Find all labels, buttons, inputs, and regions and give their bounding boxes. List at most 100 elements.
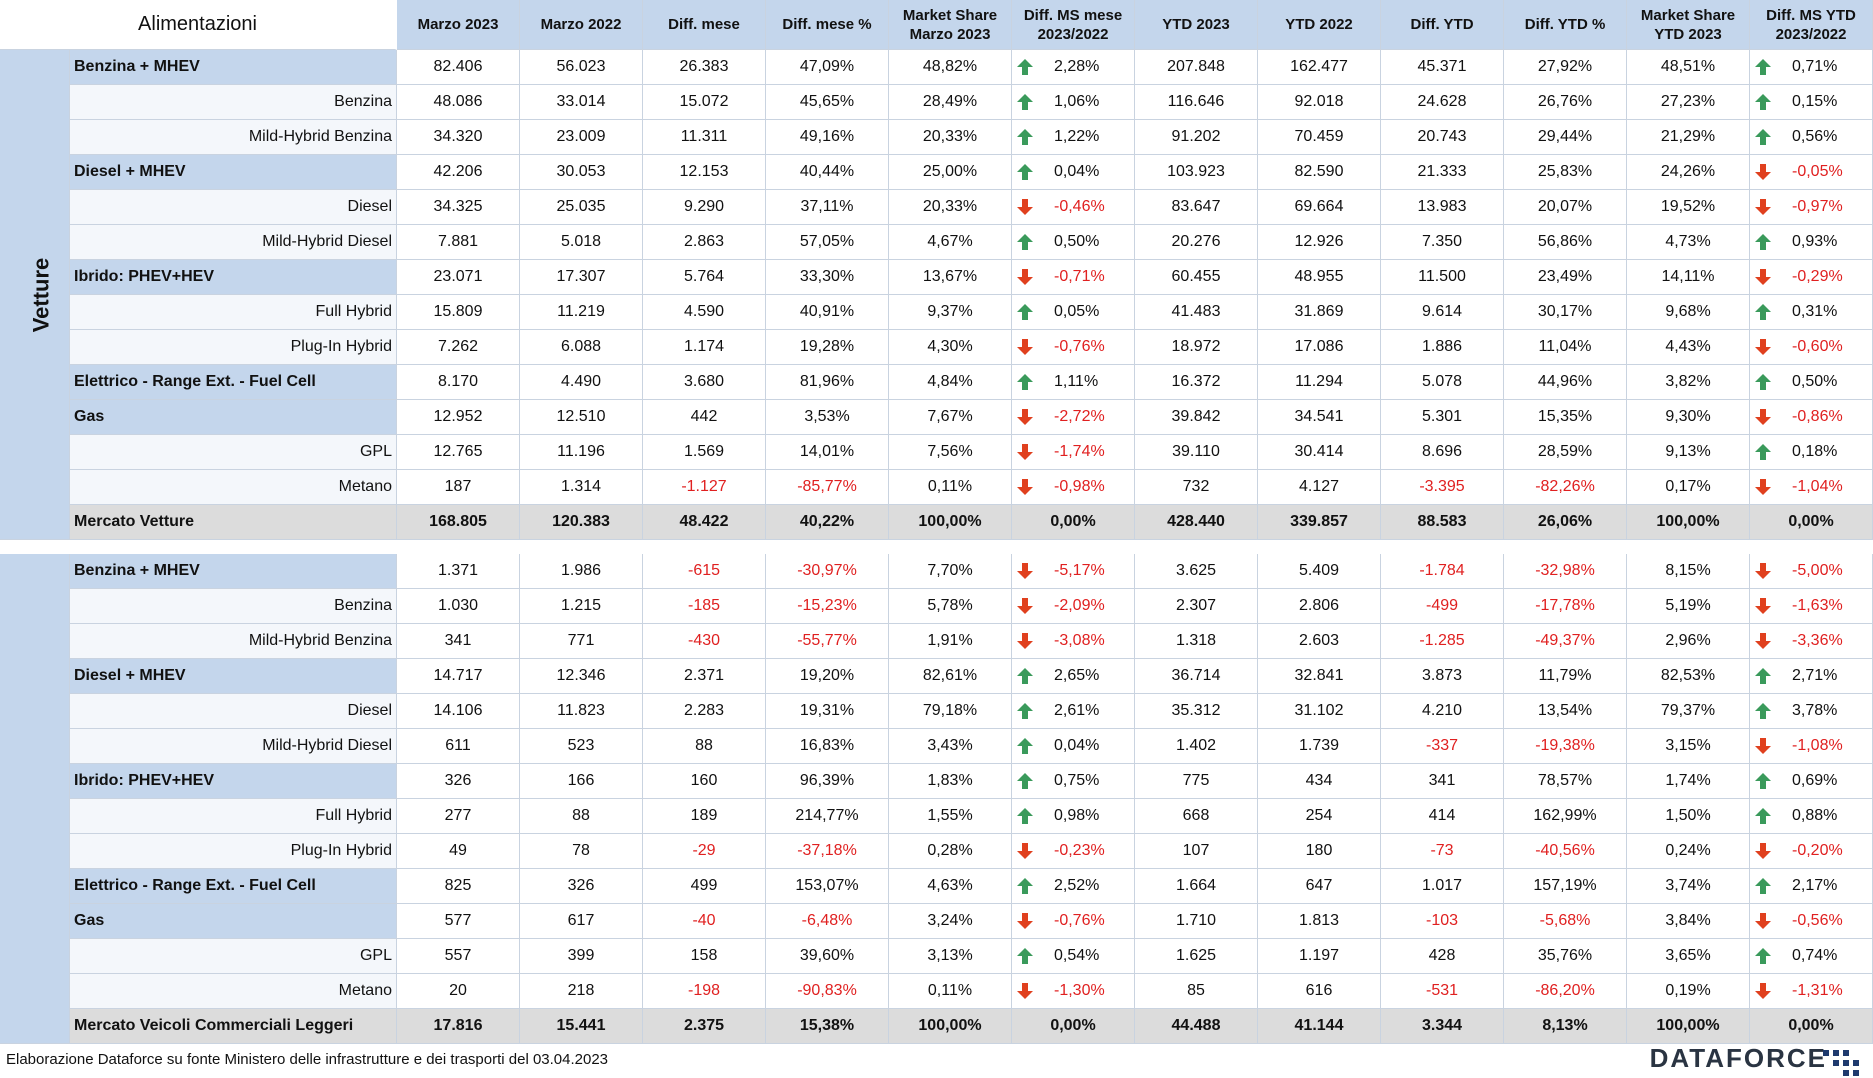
row-label: Diesel + MHEV xyxy=(70,659,397,694)
column-header-line: YTD 2022 xyxy=(1285,16,1353,33)
value-cell: 523 xyxy=(520,729,643,764)
ms-diff-value: 0,50% xyxy=(1792,373,1838,391)
value-cell: 12.153 xyxy=(643,155,766,190)
value-cell: 7,67% xyxy=(889,400,1012,435)
value-cell: 8,13% xyxy=(1504,1009,1627,1044)
value-cell: 82.406 xyxy=(397,50,520,85)
value-cell: 1.017 xyxy=(1381,869,1504,904)
column-header: Diff. mese % xyxy=(766,0,890,50)
value-cell: 825 xyxy=(397,869,520,904)
ms-diff-value: 0,31% xyxy=(1792,303,1838,321)
arrow-down-icon xyxy=(1754,338,1772,356)
value-cell: 3,74% xyxy=(1627,869,1750,904)
value-cell: 15,38% xyxy=(766,1009,889,1044)
value-cell: -1.285 xyxy=(1381,624,1504,659)
value-cell: -337 xyxy=(1381,729,1504,764)
column-header-line: 2023/2022 xyxy=(1037,25,1109,43)
value-cell: 100,00% xyxy=(889,1009,1012,1044)
arrow-down-icon xyxy=(1016,632,1034,650)
ms-diff-cell: -5,17% xyxy=(1012,554,1135,589)
value-cell: 1,91% xyxy=(889,624,1012,659)
value-cell: 341 xyxy=(1381,764,1504,799)
value-cell: 11,79% xyxy=(1504,659,1627,694)
ms-diff-value: 0,54% xyxy=(1054,947,1100,965)
ms-diff-value: 0,88% xyxy=(1792,807,1838,825)
value-cell: 15,35% xyxy=(1504,400,1627,435)
value-cell: 214,77% xyxy=(766,799,889,834)
value-cell: 775 xyxy=(1135,764,1258,799)
ms-diff-cell: -0,23% xyxy=(1012,834,1135,869)
value-cell: 207.848 xyxy=(1135,50,1258,85)
value-cell: 41.144 xyxy=(1258,1009,1381,1044)
value-cell: 91.202 xyxy=(1135,120,1258,155)
ms-diff-cell: 0,69% xyxy=(1750,764,1873,799)
value-cell: 7.881 xyxy=(397,225,520,260)
value-cell: 92.018 xyxy=(1258,85,1381,120)
value-cell: 499 xyxy=(643,869,766,904)
column-header: YTD 2022 xyxy=(1258,0,1382,50)
ms-diff-cell: 0,00% xyxy=(1750,505,1873,540)
value-cell: -1.784 xyxy=(1381,554,1504,589)
group-row: Ibrido: PHEV+HEV 23.071 17.307 5.764 33,30% 1… xyxy=(0,260,1873,295)
row-label: Benzina xyxy=(70,85,397,120)
value-cell: 3.625 xyxy=(1135,554,1258,589)
header-table: Alimentazioni Marzo 2023 Marzo 2022 Diff. m… xyxy=(0,0,1873,50)
value-cell: 34.325 xyxy=(397,190,520,225)
value-cell: 611 xyxy=(397,729,520,764)
value-cell: 5,78% xyxy=(889,589,1012,624)
ms-diff-value: 1,22% xyxy=(1054,128,1100,146)
section-label: Vetture xyxy=(0,50,70,540)
value-cell: 48.422 xyxy=(643,505,766,540)
arrow-up-icon xyxy=(1754,303,1772,321)
value-cell: 17.086 xyxy=(1258,330,1381,365)
arrow-up-icon xyxy=(1016,807,1034,825)
ms-diff-cell: -0,76% xyxy=(1012,904,1135,939)
ms-diff-value: -0,56% xyxy=(1792,912,1843,930)
row-label: Gas xyxy=(70,904,397,939)
value-cell: 27,92% xyxy=(1504,50,1627,85)
ms-diff-cell: 2,28% xyxy=(1012,50,1135,85)
value-cell: 2.863 xyxy=(643,225,766,260)
ms-diff-value: 0,75% xyxy=(1054,772,1100,790)
value-cell: 35,76% xyxy=(1504,939,1627,974)
arrow-down-icon xyxy=(1016,562,1034,580)
value-cell: 31.102 xyxy=(1258,694,1381,729)
ms-diff-cell: -0,86% xyxy=(1750,400,1873,435)
value-cell: 1.625 xyxy=(1135,939,1258,974)
value-cell: -15,23% xyxy=(766,589,889,624)
ms-diff-cell: -1,04% xyxy=(1750,470,1873,505)
ms-diff-cell: -5,00% xyxy=(1750,554,1873,589)
row-label: Diesel + MHEV xyxy=(70,155,397,190)
group-row: Gas 577 617 -40 -6,48% 3,24% -0,76% 1.710 1.813-… xyxy=(0,904,1873,939)
value-cell: 0,11% xyxy=(889,974,1012,1009)
value-cell: 88.583 xyxy=(1381,505,1504,540)
column-header: Diff. mese xyxy=(643,0,767,50)
ms-diff-cell: 3,78% xyxy=(1750,694,1873,729)
value-cell: 11.823 xyxy=(520,694,643,729)
value-cell: 153,07% xyxy=(766,869,889,904)
value-cell: 83.647 xyxy=(1135,190,1258,225)
value-cell: 25.035 xyxy=(520,190,643,225)
column-header-line: Diff. YTD xyxy=(1410,16,1474,33)
ms-diff-value: 1,06% xyxy=(1054,93,1100,111)
value-cell: 3.344 xyxy=(1381,1009,1504,1044)
value-cell: -32,98% xyxy=(1504,554,1627,589)
ms-diff-value: 1,11% xyxy=(1054,373,1099,391)
value-cell: 647 xyxy=(1258,869,1381,904)
ms-diff-cell: -1,63% xyxy=(1750,589,1873,624)
arrow-up-icon xyxy=(1754,807,1772,825)
value-cell: 116.646 xyxy=(1135,85,1258,120)
arrow-up-icon xyxy=(1016,373,1034,391)
value-cell: 732 xyxy=(1135,470,1258,505)
arrow-down-icon xyxy=(1016,198,1034,216)
value-cell: 414 xyxy=(1381,799,1504,834)
group-row: Vetture Benzina + MHEV 82.406 56.023 26.383 4… xyxy=(0,50,1873,540)
value-cell: 434 xyxy=(1258,764,1381,799)
sub-row: GPL 12.765 11.196 1.569 14,01% 7,56% -1,74% 39.… xyxy=(0,435,1873,470)
column-header: Diff. YTD xyxy=(1381,0,1505,50)
value-cell: 9.614 xyxy=(1381,295,1504,330)
source-note: Elaborazione Dataforce su fonte Minister… xyxy=(6,1051,609,1068)
ms-diff-value: 0,93% xyxy=(1792,233,1838,251)
value-cell: 4,63% xyxy=(889,869,1012,904)
value-cell: 158 xyxy=(643,939,766,974)
